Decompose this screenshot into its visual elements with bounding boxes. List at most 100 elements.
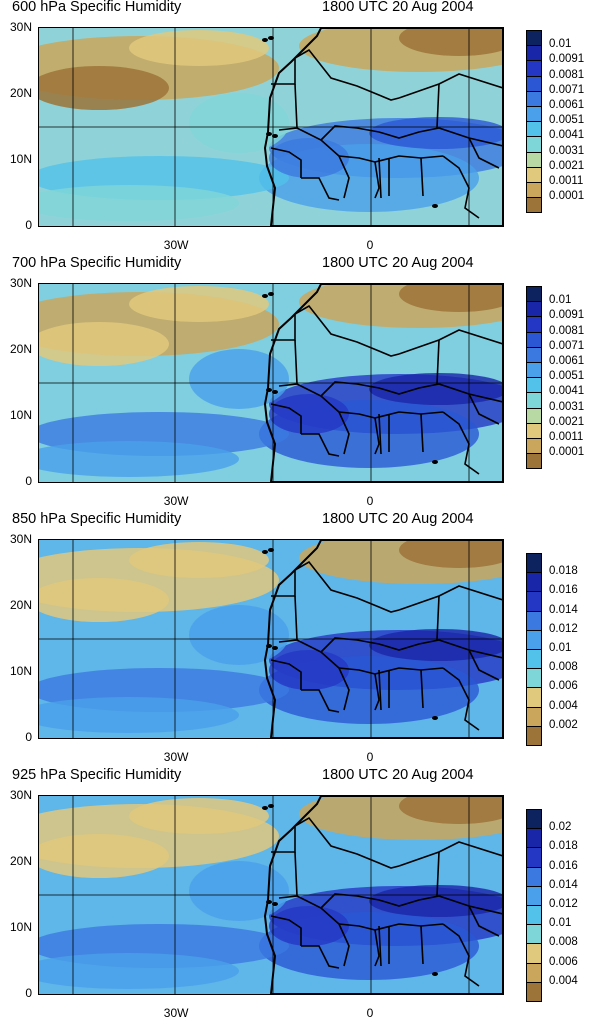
colorbar-swatch	[526, 60, 542, 77]
country-border	[271, 304, 400, 357]
humidity-panel-3: 850 hPa Specific Humidity 1800 UTC 20 Au…	[0, 511, 600, 767]
dry-region	[399, 284, 503, 312]
colorbar-swatch	[526, 286, 542, 303]
latitude-label: 20N	[9, 86, 32, 100]
colorbar-swatch	[526, 924, 542, 945]
country-border	[398, 585, 503, 611]
longitude-label: 0	[366, 750, 374, 764]
moist-region	[39, 953, 239, 989]
colorbar-tick-label: 0.0011	[549, 175, 584, 187]
country-border	[301, 177, 340, 201]
colorbar-tick-label: 0.016	[549, 584, 578, 597]
country-border	[468, 649, 500, 681]
colorbar-swatch	[526, 847, 542, 868]
island	[272, 646, 278, 650]
longitude-label: 30W	[163, 750, 189, 764]
colorbar-tick-label: 0.0031	[549, 144, 585, 157]
coastline	[263, 540, 503, 738]
latitude-label: 10N	[9, 408, 32, 422]
country-border	[398, 841, 503, 867]
colorbar-tick-label: 0.0071	[549, 83, 585, 96]
latitude-label: 30N	[9, 788, 32, 802]
colorbar-tick-label: 0.0071	[549, 339, 585, 352]
humidity-panel-1: 600 hPa Specific Humidity 1800 UTC 20 Au…	[0, 0, 600, 255]
colorbar-swatch	[526, 962, 542, 983]
dry-region	[129, 798, 269, 834]
island	[268, 804, 274, 808]
time-title: 1800 UTC 20 Aug 2004	[322, 767, 474, 783]
island	[262, 550, 268, 554]
colorbar-swatch	[526, 591, 542, 612]
country-border	[378, 413, 382, 455]
colorbar-tick-label: 0.018	[549, 565, 578, 578]
colorbar-swatch	[526, 422, 542, 439]
humidity-panel-2: 700 hPa Specific Humidity 1800 UTC 20 Au…	[0, 255, 600, 511]
moist-region	[269, 138, 349, 178]
latitude-label: 0	[25, 474, 32, 488]
country-border	[301, 945, 340, 969]
colorbar-swatch	[526, 943, 542, 964]
colorbar-swatch	[526, 687, 542, 708]
colorbar-tick-label: 0.02	[549, 821, 572, 834]
country-border	[436, 339, 440, 385]
colorbar-tick-label: 0.01	[549, 294, 572, 307]
country-border	[378, 157, 382, 199]
colorbar	[526, 809, 542, 1002]
colorbar-swatch	[526, 301, 542, 318]
map-canvas	[39, 28, 503, 226]
country-border	[296, 895, 350, 967]
colorbar-tick-label: 0.0051	[549, 114, 585, 127]
colorbar-swatch	[526, 610, 542, 631]
colorbar-tick-label: 0.0061	[549, 99, 585, 111]
colorbar-swatch	[526, 553, 542, 574]
latitude-label: 10N	[9, 152, 32, 166]
moist-region	[369, 373, 503, 405]
colorbar-swatch	[526, 377, 542, 394]
island	[432, 716, 438, 720]
dry-region	[129, 286, 269, 322]
island	[268, 292, 274, 296]
graticule	[39, 540, 503, 738]
colorbar-swatch	[526, 136, 542, 153]
colorbar-tick-label: 0.0011	[549, 431, 584, 443]
country-border	[436, 595, 440, 641]
humidity-map	[38, 539, 504, 739]
longitude-label: 30W	[163, 1006, 189, 1020]
island	[266, 644, 272, 648]
latitude-label: 20N	[9, 598, 32, 612]
humidity-panel-4: 925 hPa Specific Humidity 1800 UTC 20 Au…	[0, 767, 600, 1023]
colorbar-swatch	[526, 197, 542, 214]
coastline	[263, 284, 503, 482]
country-border	[301, 689, 340, 713]
dry-region	[399, 540, 503, 568]
dry-region	[129, 30, 269, 66]
colorbar-tick-label: 0.01	[549, 38, 572, 51]
colorbar-tick-label: 0.014	[549, 603, 578, 616]
coastline	[263, 28, 503, 226]
colorbar-tick-label: 0.008	[549, 936, 578, 949]
africa-coastline	[262, 540, 503, 738]
country-border	[270, 403, 302, 434]
colorbar-tick-label: 0.0021	[549, 415, 585, 428]
country-border	[378, 669, 382, 711]
colorbar-tick-label: 0.0081	[549, 68, 585, 81]
map-canvas	[39, 540, 503, 738]
moist-region	[189, 861, 289, 921]
level-title: 600 hPa Specific Humidity	[12, 0, 182, 15]
moist-region	[269, 394, 349, 434]
country-border	[378, 925, 382, 967]
colorbar-tick-label: 0.0081	[549, 324, 585, 337]
colorbar-swatch	[526, 706, 542, 727]
colorbar-swatch	[526, 362, 542, 379]
colorbar-tick-label: 0.0091	[549, 53, 585, 66]
level-title: 850 hPa Specific Humidity	[12, 511, 182, 527]
country-border	[398, 329, 503, 355]
colorbar	[526, 286, 542, 470]
island	[268, 548, 274, 552]
colorbar-swatch	[526, 828, 542, 849]
longitude-label: 0	[366, 1006, 374, 1020]
colorbar-tick-label: 0.0001	[549, 190, 585, 203]
colorbar-tick-label: 0.01	[549, 917, 572, 930]
humidity-map	[38, 27, 504, 227]
latitude-label: 30N	[9, 276, 32, 290]
